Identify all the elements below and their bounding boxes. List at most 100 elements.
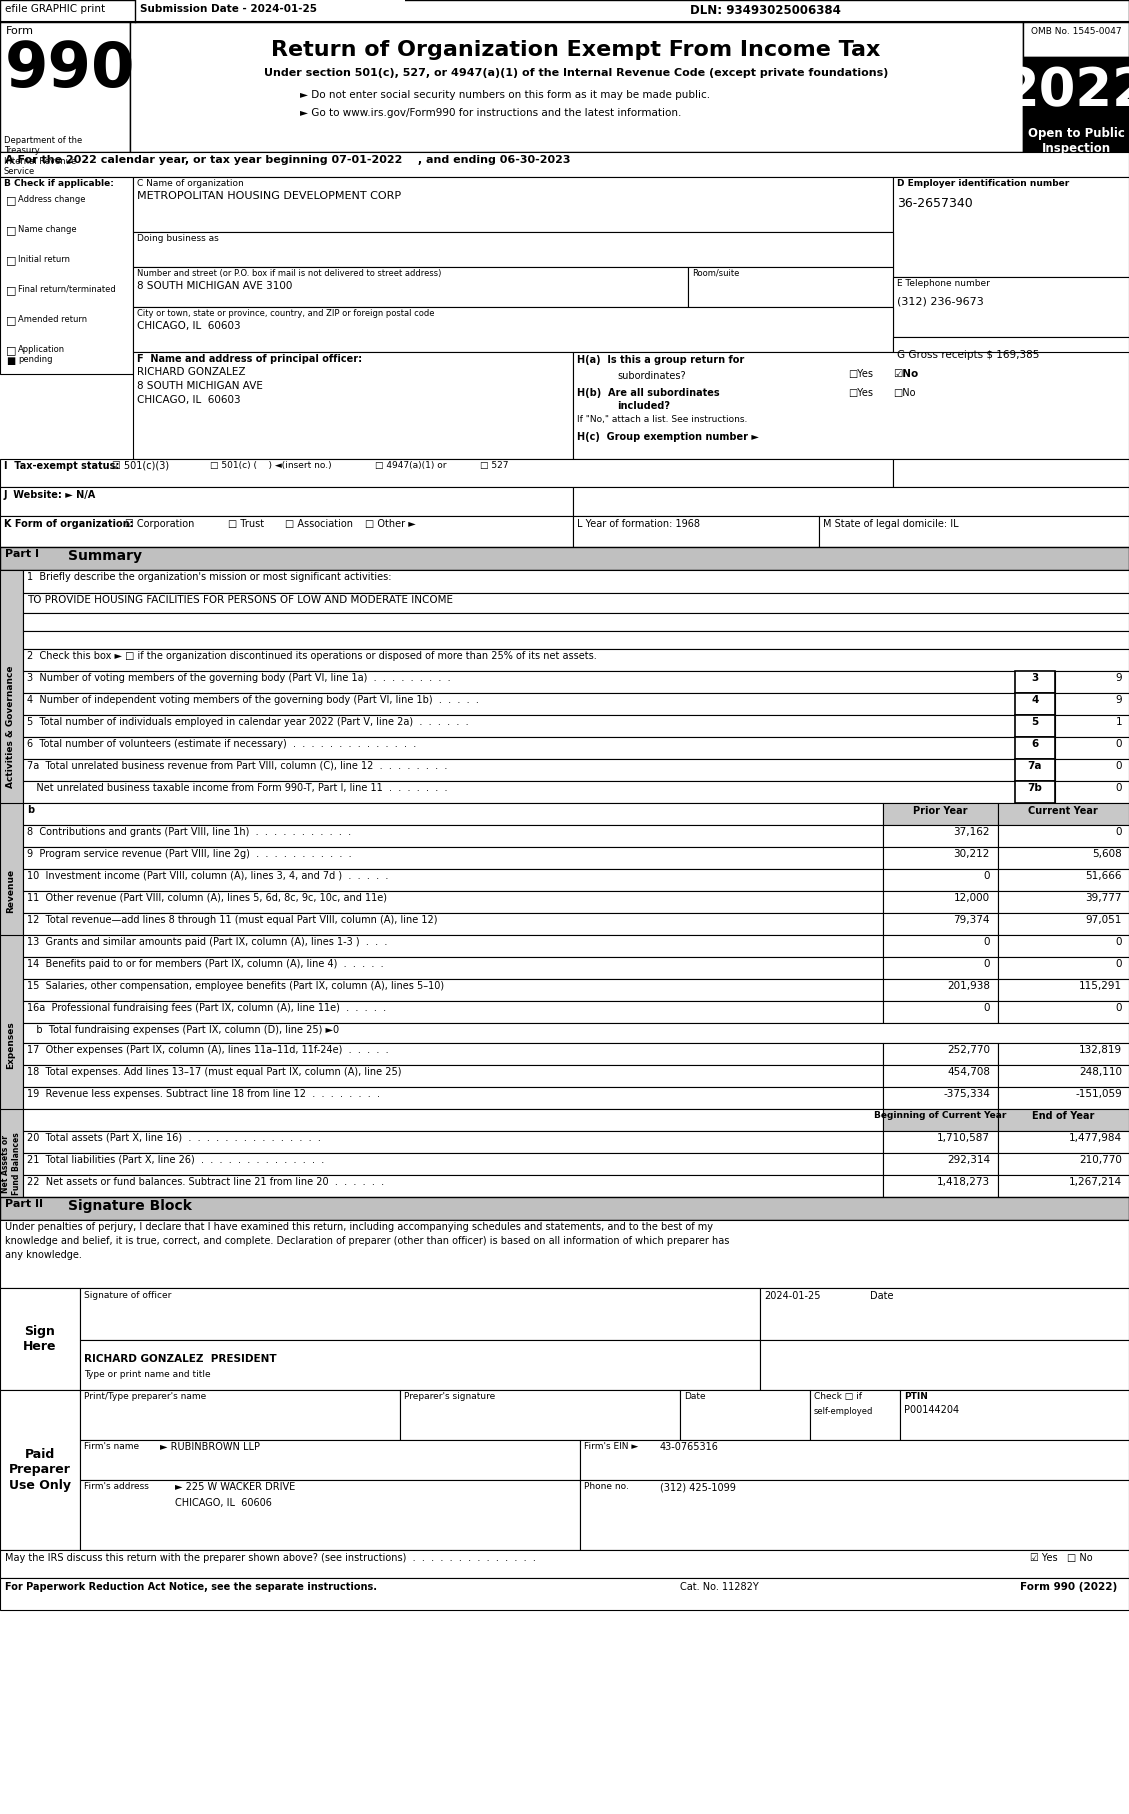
Text: □: □	[6, 194, 17, 205]
Text: Firm's address: Firm's address	[84, 1482, 149, 1491]
Bar	[1023, 22, 1129, 56]
Bar	[23, 825, 883, 847]
Bar	[883, 869, 998, 891]
Text: □ 4947(a)(1) or: □ 4947(a)(1) or	[375, 461, 446, 470]
Text: □ 527: □ 527	[480, 461, 508, 470]
Text: 6  Total number of volunteers (estimate if necessary)  .  .  .  .  .  .  .  .  .: 6 Total number of volunteers (estimate i…	[27, 738, 417, 749]
Text: (312) 425-1099: (312) 425-1099	[660, 1482, 736, 1491]
Text: Date: Date	[684, 1391, 706, 1400]
Bar	[893, 278, 1129, 337]
Bar	[900, 1390, 1129, 1440]
Bar	[1015, 782, 1054, 804]
Bar	[23, 1023, 1129, 1043]
Bar	[23, 1043, 883, 1065]
Text: End of Year: End of Year	[1032, 1110, 1094, 1121]
Text: 0: 0	[1115, 738, 1122, 749]
Bar	[760, 1341, 1129, 1390]
Bar	[23, 869, 883, 891]
Text: ► RUBINBROWN LLP: ► RUBINBROWN LLP	[160, 1442, 260, 1451]
Text: 9  Program service revenue (Part VIII, line 2g)  .  .  .  .  .  .  .  .  .  .  .: 9 Program service revenue (Part VIII, li…	[27, 849, 351, 860]
Text: If "No," attach a list. See instructions.: If "No," attach a list. See instructions…	[577, 415, 747, 424]
Text: □ Association: □ Association	[285, 519, 353, 530]
Bar	[23, 570, 1129, 593]
Bar	[998, 1001, 1129, 1023]
Text: 115,291: 115,291	[1079, 981, 1122, 990]
Text: □Yes: □Yes	[848, 368, 873, 379]
Bar	[23, 715, 1015, 736]
Text: ■: ■	[6, 356, 16, 366]
Bar	[23, 782, 1015, 804]
Bar	[819, 515, 1129, 548]
Bar	[760, 1288, 1129, 1341]
Text: ☑ Corporation: ☑ Corporation	[125, 519, 194, 530]
Bar	[574, 486, 1129, 515]
Text: self-employed: self-employed	[814, 1408, 874, 1417]
Text: M State of legal domicile: IL: M State of legal domicile: IL	[823, 519, 959, 530]
Bar	[883, 912, 998, 934]
Text: Under section 501(c), 527, or 4947(a)(1) of the Internal Revenue Code (except pr: Under section 501(c), 527, or 4947(a)(1)…	[264, 67, 889, 78]
Text: 20  Total assets (Part X, line 16)  .  .  .  .  .  .  .  .  .  .  .  .  .  .  .: 20 Total assets (Part X, line 16) . . . …	[27, 1134, 321, 1143]
Text: ☑No: ☑No	[893, 368, 918, 379]
Text: knowledge and belief, it is true, correct, and complete. Declaration of preparer: knowledge and belief, it is true, correc…	[5, 1235, 729, 1246]
Bar	[23, 593, 1129, 613]
Bar	[998, 980, 1129, 1001]
Text: Phone no.: Phone no.	[584, 1482, 629, 1491]
Bar	[883, 1001, 998, 1023]
Text: 132,819: 132,819	[1079, 1045, 1122, 1056]
Text: 9: 9	[1115, 673, 1122, 684]
Text: 8  Contributions and grants (Part VIII, line 1h)  .  .  .  .  .  .  .  .  .  .  : 8 Contributions and grants (Part VIII, l…	[27, 827, 351, 836]
Bar	[883, 825, 998, 847]
Text: Cat. No. 11282Y: Cat. No. 11282Y	[680, 1582, 759, 1593]
Text: 36-2657340: 36-2657340	[898, 198, 973, 210]
Bar	[23, 693, 1015, 715]
Bar	[998, 934, 1129, 958]
Text: Under penalties of perjury, I declare that I have examined this return, includin: Under penalties of perjury, I declare th…	[5, 1223, 714, 1232]
Bar	[23, 736, 1015, 758]
Text: Check □ if: Check □ if	[814, 1391, 863, 1400]
Text: □: □	[6, 285, 17, 296]
Text: RICHARD GONZALEZ  PRESIDENT: RICHARD GONZALEZ PRESIDENT	[84, 1353, 277, 1364]
Text: □Yes: □Yes	[848, 388, 873, 397]
Text: H(b)  Are all subordinates: H(b) Are all subordinates	[577, 388, 719, 397]
Bar	[0, 804, 23, 980]
Text: G Gross receipts $ 169,385: G Gross receipts $ 169,385	[898, 350, 1040, 359]
Text: 0: 0	[983, 960, 990, 969]
Bar	[1054, 736, 1129, 758]
Bar	[130, 22, 1023, 152]
Text: Net Assets or
Fund Balances: Net Assets or Fund Balances	[1, 1132, 20, 1195]
Bar	[998, 825, 1129, 847]
Bar	[574, 352, 1129, 459]
Text: Number and street (or P.O. box if mail is not delivered to street address): Number and street (or P.O. box if mail i…	[137, 268, 441, 278]
Bar	[0, 152, 1129, 178]
Text: 13  Grants and similar amounts paid (Part IX, column (A), lines 1-3 )  .  .  .: 13 Grants and similar amounts paid (Part…	[27, 938, 387, 947]
Text: F  Name and address of principal officer:: F Name and address of principal officer:	[137, 354, 362, 365]
Bar	[998, 1108, 1129, 1130]
Text: Firm's EIN ►: Firm's EIN ►	[584, 1442, 638, 1451]
Text: Expenses: Expenses	[7, 1021, 16, 1068]
Text: 39,777: 39,777	[1085, 892, 1122, 903]
Text: TO PROVIDE HOUSING FACILITIES FOR PERSONS OF LOW AND MODERATE INCOME: TO PROVIDE HOUSING FACILITIES FOR PERSON…	[27, 595, 453, 606]
Text: 0: 0	[983, 871, 990, 882]
Bar	[998, 912, 1129, 934]
Text: 14  Benefits paid to or for members (Part IX, column (A), line 4)  .  .  .  .  .: 14 Benefits paid to or for members (Part…	[27, 960, 384, 969]
Text: RICHARD GONZALEZ: RICHARD GONZALEZ	[137, 366, 245, 377]
Bar	[23, 934, 883, 958]
Text: 12,000: 12,000	[954, 892, 990, 903]
Text: 9: 9	[1115, 695, 1122, 706]
Bar	[680, 1390, 809, 1440]
Text: 0: 0	[1115, 1003, 1122, 1012]
Text: 10  Investment income (Part VIII, column (A), lines 3, 4, and 7d )  .  .  .  .  : 10 Investment income (Part VIII, column …	[27, 871, 388, 882]
Text: □: □	[6, 316, 17, 325]
Bar	[135, 0, 405, 22]
Text: METROPOLITAN HOUSING DEVELOPMENT CORP: METROPOLITAN HOUSING DEVELOPMENT CORP	[137, 190, 401, 201]
Text: CHICAGO, IL  60603: CHICAGO, IL 60603	[137, 395, 240, 405]
Text: Firm's name: Firm's name	[84, 1442, 139, 1451]
Bar	[883, 847, 998, 869]
Text: I  Tax-exempt status:: I Tax-exempt status:	[5, 461, 120, 472]
Text: 2024-01-25: 2024-01-25	[764, 1292, 821, 1301]
Bar	[23, 1087, 883, 1108]
Bar	[0, 570, 23, 885]
Bar	[883, 1065, 998, 1087]
Bar	[133, 267, 688, 307]
Text: ► 225 W WACKER DRIVE: ► 225 W WACKER DRIVE	[175, 1482, 296, 1491]
